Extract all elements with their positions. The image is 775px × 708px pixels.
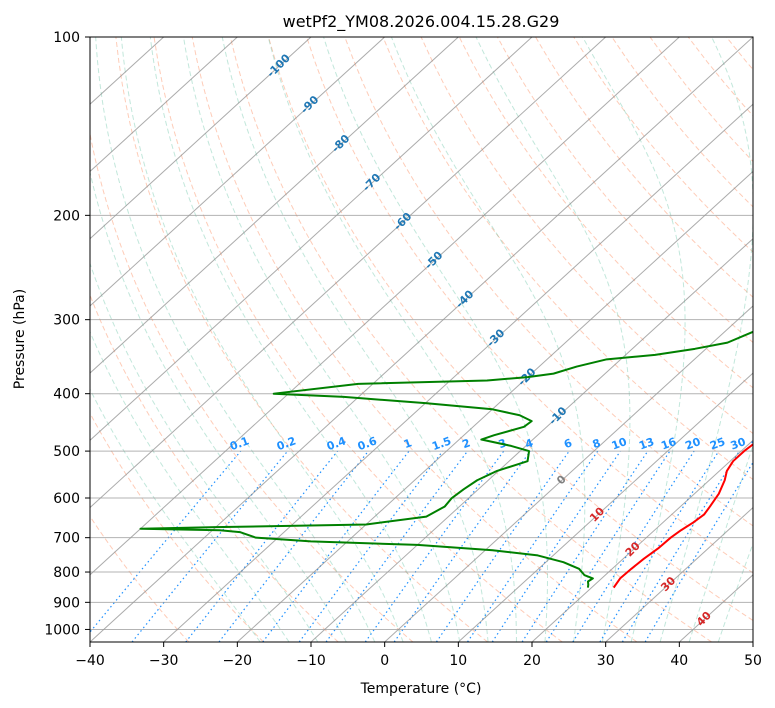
- x-tick-label: 50: [744, 653, 762, 669]
- y-tick-label: 500: [53, 444, 80, 460]
- moist-adiabat: [323, 37, 549, 642]
- isotherm-line: [90, 37, 312, 240]
- moist-adiabat: [582, 37, 686, 642]
- mixing-ratio-label: 1.5: [430, 434, 453, 453]
- dry-adiabat: [191, 37, 638, 642]
- mixing-ratio-label: 0.1: [228, 434, 251, 453]
- y-tick-label: 600: [53, 491, 80, 507]
- x-tick-label: −10: [296, 653, 326, 669]
- x-tick-label: −40: [75, 653, 105, 669]
- mixing-ratio-line: [572, 450, 695, 642]
- isotherm-line: [90, 37, 533, 442]
- x-tick-label: −30: [149, 653, 179, 669]
- mixing-ratio-label: 36: [749, 435, 768, 453]
- y-tick-label: 700: [53, 531, 80, 547]
- mixing-ratio-label: 6: [562, 436, 574, 451]
- isotherm-line: [236, 170, 753, 642]
- mixing-ratio-label: 20: [683, 435, 702, 453]
- mixing-ratio-line: [467, 450, 599, 642]
- axis-ticks: −40 −30 −20 −10 0 10 20 30 40 5010020030040050060…: [44, 30, 762, 669]
- y-tick-label: 800: [53, 565, 80, 581]
- isotherm-line: [90, 37, 238, 173]
- y-tick-label: 300: [53, 313, 80, 329]
- isotherm-line: [90, 37, 680, 576]
- isotherm-line: [310, 237, 753, 642]
- dry-adiabat: [268, 37, 753, 622]
- mixing-ratio-line: [545, 450, 671, 642]
- y-tick-label: 200: [53, 208, 80, 224]
- moist-adiabat: [149, 37, 432, 642]
- dry-adiabat: [90, 412, 264, 642]
- moist-adiabat: [475, 37, 631, 642]
- isotherm-line: [384, 305, 753, 642]
- x-tick-label: 0: [380, 653, 389, 669]
- y-tick-label: 100: [53, 30, 80, 46]
- temperature-profile: [612, 443, 753, 589]
- isotherm-line: [90, 37, 753, 642]
- mixing-ratio-label: 25: [708, 435, 727, 452]
- moist-adiabat: [183, 37, 461, 642]
- moist-adiabat: [717, 542, 753, 642]
- isotherm-line: [90, 37, 386, 307]
- dry-adiabat: [420, 37, 753, 435]
- mixing-ratio-label: 10: [610, 435, 629, 453]
- mixing-ratio-label: 0.4: [325, 434, 348, 453]
- mixing-ratio-line: [521, 450, 649, 642]
- isotherm-line: [605, 506, 753, 642]
- mixing-ratio-line: [435, 450, 570, 642]
- moist-adiabat: [90, 170, 347, 642]
- mixing-ratio-line: [491, 450, 621, 642]
- mixing-ratio-label: 16: [659, 435, 678, 453]
- moist-adiabat: [90, 388, 261, 642]
- x-tick-label: 30: [597, 653, 615, 669]
- mixing-ratio-label: 30: [729, 435, 748, 453]
- isotherm-line: [163, 103, 753, 642]
- x-tick-label: 40: [670, 653, 688, 669]
- isotherm-line: [457, 372, 753, 642]
- dry-adiabat: [153, 37, 563, 642]
- mixing-ratio-label: 2: [460, 436, 472, 451]
- dry-adiabat: [535, 37, 753, 298]
- dry-adiabat: [115, 37, 488, 642]
- dewpoint-profile: [139, 330, 753, 588]
- y-tick-label: 900: [53, 595, 80, 611]
- mixing-ratio-label: 13: [637, 435, 656, 452]
- background-lines: [90, 37, 753, 642]
- mixing-ratio-line: [621, 450, 740, 642]
- profiles: [139, 330, 753, 589]
- mixing-ratio-line: [599, 450, 720, 642]
- moist-adiabat: [267, 37, 517, 642]
- mixing-ratio-label: 0.6: [356, 434, 379, 453]
- moist-adiabat: [90, 330, 290, 642]
- moist-adiabat: [90, 262, 319, 642]
- y-tick-label: 1000: [44, 622, 80, 638]
- x-axis-title: Temperature (°C): [360, 681, 482, 697]
- isotherm-line: [531, 439, 753, 642]
- mixing-ratio-label: 4: [523, 436, 535, 451]
- mixing-ratio-label: 8: [591, 436, 603, 451]
- chart-title: wetPf2_YM08.2026.004.15.28.G29: [283, 12, 560, 32]
- dry-adiabat: [306, 37, 753, 574]
- mixing-ratio-line: [185, 450, 339, 642]
- plot-frame: [89, 36, 754, 643]
- isotherm-line: [90, 37, 607, 509]
- mixing-ratio-label: 0.2: [275, 434, 298, 453]
- moist-adiabat: [221, 37, 489, 642]
- isotherm-line: [90, 37, 459, 374]
- mixing-ratio-line: [262, 450, 410, 642]
- moist-adiabat: [120, 37, 404, 642]
- mixing-ratio-label: 1: [402, 436, 414, 451]
- dry-adiabat: [90, 293, 339, 642]
- x-tick-label: −20: [223, 653, 253, 669]
- x-tick-label: 10: [449, 653, 467, 669]
- moist-adiabat: [688, 443, 753, 642]
- y-tick-label: 400: [53, 387, 80, 403]
- x-tick-label: 20: [523, 653, 541, 669]
- dry-adiabat: [497, 37, 753, 344]
- mixing-ratio-line: [393, 450, 531, 642]
- moist-adiabat: [659, 37, 753, 642]
- y-axis-title: Pressure (hPa): [12, 289, 28, 389]
